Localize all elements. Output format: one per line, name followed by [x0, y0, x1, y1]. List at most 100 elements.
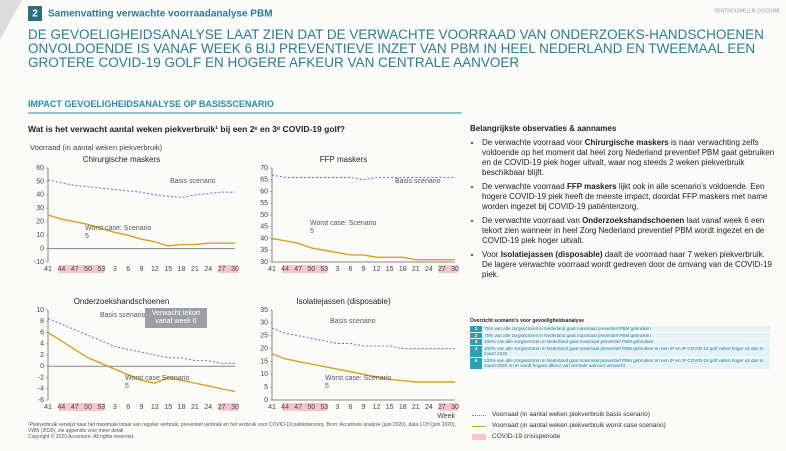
- x-tick-label: 6: [126, 266, 130, 273]
- x-tick-label: 41: [44, 266, 52, 273]
- series-line: [271, 174, 455, 181]
- y-tick-label: 40: [260, 235, 268, 242]
- scenario-number: 1: [470, 326, 482, 332]
- y-tick-label: 65: [260, 177, 268, 184]
- x-tick-label: 53: [98, 404, 106, 411]
- bullet-text: laat vanaf week 6 een tekort zien wannee…: [482, 216, 765, 245]
- series-line: [47, 214, 235, 247]
- y-tick-label: 50: [36, 178, 44, 185]
- x-tick-label: 30: [231, 266, 239, 273]
- legend-label: COVID-19 crisisperiode: [492, 433, 561, 440]
- x-tick-label: 41: [268, 266, 276, 273]
- x-tick-label: 3: [335, 266, 339, 273]
- section-title: IMPACT GEVOELIGHEIDSANALYSE OP BASISSCEN…: [28, 99, 274, 109]
- legend-swatch: [472, 415, 486, 416]
- y-tick-label: 0: [40, 363, 44, 370]
- footnote-text: ¹Piekverbruik verwijst naar het maximale…: [28, 422, 456, 434]
- x-tick-label: 15: [164, 404, 172, 411]
- x-tick-label: 41: [268, 404, 276, 411]
- series-annotation: Worst case: Scenario 5: [85, 225, 152, 240]
- x-tick-label: 53: [320, 266, 328, 273]
- chart-title: Onderzoekshandschoenen: [74, 297, 170, 306]
- y-tick-label: -10: [34, 259, 44, 266]
- x-tick-label: 21: [191, 266, 199, 273]
- x-tick-label: 47: [294, 266, 302, 273]
- y-tick-label: 35: [260, 247, 268, 254]
- scenario-text: 75% van alle zorgsectoren in Nederland g…: [482, 326, 770, 332]
- y-tick-label: 0: [40, 245, 44, 252]
- crisis-period: [218, 265, 238, 273]
- series-annotation: Worst case Scenario 5: [125, 375, 190, 390]
- legend-swatch: [472, 434, 486, 440]
- y-tick-label: 0: [264, 397, 268, 404]
- x-tick-label: 3: [335, 404, 339, 411]
- x-tick-label: 6: [348, 404, 352, 411]
- scenario-text: 75% van alle zorgsectoren in Nederland g…: [482, 332, 770, 338]
- x-tick-label: 21: [412, 266, 420, 273]
- y-tick-label: 60: [36, 165, 44, 172]
- table-row: 2 75% van alle zorgsectoren in Nederland …: [470, 331, 770, 338]
- table-title: Overzicht scenario's voor gevoeligheidsa…: [470, 318, 585, 324]
- x-tick-label: 6: [348, 266, 352, 273]
- bullet: Voor Isolatiejassen (disposable) daalt d…: [482, 250, 775, 280]
- bullet-text: Onderzoekshandschoenen: [582, 216, 685, 225]
- series-annotation: Basis scenario: [395, 178, 441, 185]
- x-tick-label: 27: [438, 404, 446, 411]
- y-tick-label: 5: [264, 384, 268, 391]
- scenario-text: 100% van alle zorgsectoren in Nederland …: [482, 345, 770, 357]
- y-tick-label: 30: [36, 205, 44, 212]
- x-tick-label: 30: [231, 404, 239, 411]
- x-tick-label: 24: [425, 404, 433, 411]
- series-line: [47, 179, 235, 199]
- x-tick-label: 12: [373, 404, 381, 411]
- series-annotation: Basis scenario: [100, 312, 146, 319]
- crisis-period: [438, 265, 458, 273]
- x-tick-label: 27: [218, 266, 226, 273]
- y-tick-label: -6: [38, 397, 44, 404]
- y-tick-label: 2: [40, 352, 44, 359]
- scenario-number: 4: [470, 345, 482, 357]
- series-annotation: Basis scenario: [170, 178, 216, 185]
- x-tick-label: 50: [84, 404, 92, 411]
- bullet-text: De verwachte voorraad: [482, 182, 567, 191]
- bullet: De verwachte voorraad voor Chirurgische …: [482, 138, 775, 178]
- y-tick-label: 6: [40, 329, 44, 336]
- copyright: Copyright © 2020 Accenture. All rights r…: [28, 434, 135, 440]
- series-line: [271, 353, 455, 383]
- x-tick-label: 47: [71, 266, 79, 273]
- bullet: De verwachte voorraad FFP maskers lijkt …: [482, 182, 775, 212]
- crisis-period: [58, 403, 105, 411]
- x-tick-label: 24: [204, 266, 212, 273]
- headline: DE GEVOELIGHEIDSANALYSE LAAT ZIEN DAT DE…: [28, 27, 764, 70]
- bullet-text: De verwachte voorraad van: [482, 216, 583, 225]
- y-tick-label: 30: [260, 320, 268, 327]
- x-tick-label: 9: [362, 266, 366, 273]
- question: Wat is het verwacht aantal weken piekver…: [28, 124, 345, 134]
- y-tick-label: 4: [40, 341, 44, 348]
- x-tick-label: 47: [294, 404, 302, 411]
- confidential: VERTROUWELIJK DOCUME: [714, 8, 781, 14]
- y-tick-label: 20: [260, 345, 268, 352]
- chart-title: Isolatiejassen (disposable): [296, 297, 391, 306]
- y-tick-label: 45: [260, 224, 268, 231]
- x-tick-label: 50: [307, 404, 315, 411]
- y-tick-label: 40: [36, 192, 44, 199]
- bullet-text: is naar verwachting zelfs voldoende op h…: [482, 138, 775, 177]
- legend-label: Voorraad (in aantal weken piekverbruik w…: [492, 422, 666, 429]
- x-tick-label: 27: [438, 266, 446, 273]
- y-tick-label: 20: [36, 219, 44, 226]
- chart-title: FFP maskers: [320, 155, 367, 164]
- x-tick-label: 18: [178, 404, 186, 411]
- y-axis-label: Voorraad (in aantal weken piekverbruik): [30, 143, 163, 152]
- observations-title: Belangrijkste observaties & aannames: [470, 124, 617, 133]
- bullet: De verwachte voorraad van Onderzoekshand…: [482, 216, 775, 246]
- scenario-text: 100% van alle zorgsectoren in Nederland …: [482, 357, 770, 369]
- x-tick-label: 15: [386, 404, 394, 411]
- scenario-number: 2: [470, 332, 482, 338]
- x-tick-label: 9: [362, 404, 366, 411]
- y-tick-label: 55: [260, 200, 268, 207]
- crisis-period: [282, 265, 328, 273]
- bullet-text: FFP maskers: [566, 182, 617, 191]
- x-tick-label: 30: [451, 266, 459, 273]
